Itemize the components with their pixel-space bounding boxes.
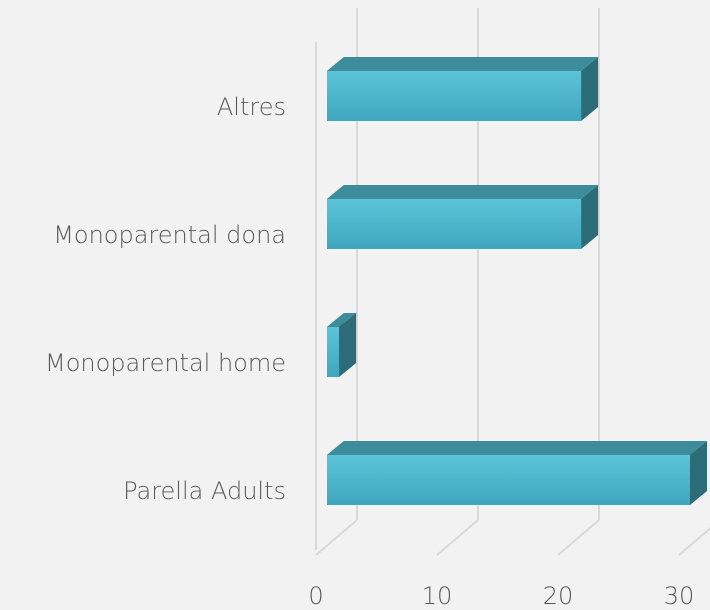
y-tick-label: Altres <box>217 93 286 121</box>
y-tick-label: Parella Adults <box>123 477 286 505</box>
bar-top <box>327 57 599 71</box>
bar-side <box>339 313 357 377</box>
bar <box>327 199 582 249</box>
x-tick-label: 10 <box>422 582 453 610</box>
bar <box>327 455 690 505</box>
x-tick-label: 20 <box>543 582 574 610</box>
bar-side <box>581 185 599 249</box>
bar-side <box>690 441 707 505</box>
floor-grid-line <box>436 519 479 556</box>
x-tick-label: 30 <box>664 582 695 610</box>
bar-side <box>581 57 599 121</box>
floor-grid-line <box>678 527 710 556</box>
bar <box>327 71 582 121</box>
bar <box>327 327 340 377</box>
bar-top <box>327 441 707 455</box>
floor-grid-line <box>315 519 358 556</box>
y-tick-label: Monoparental dona <box>53 221 286 249</box>
bar-top <box>327 313 357 327</box>
bar-top <box>327 185 599 199</box>
y-tick-label: Monoparental home <box>45 349 286 377</box>
x-tick-label: 0 <box>308 582 323 610</box>
floor-grid-line <box>557 519 600 556</box>
